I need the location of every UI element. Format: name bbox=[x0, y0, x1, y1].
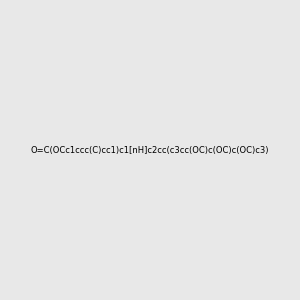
Text: O=C(OCc1ccc(C)cc1)c1[nH]c2cc(c3cc(OC)c(OC)c(OC)c3): O=C(OCc1ccc(C)cc1)c1[nH]c2cc(c3cc(OC)c(O… bbox=[31, 146, 269, 154]
